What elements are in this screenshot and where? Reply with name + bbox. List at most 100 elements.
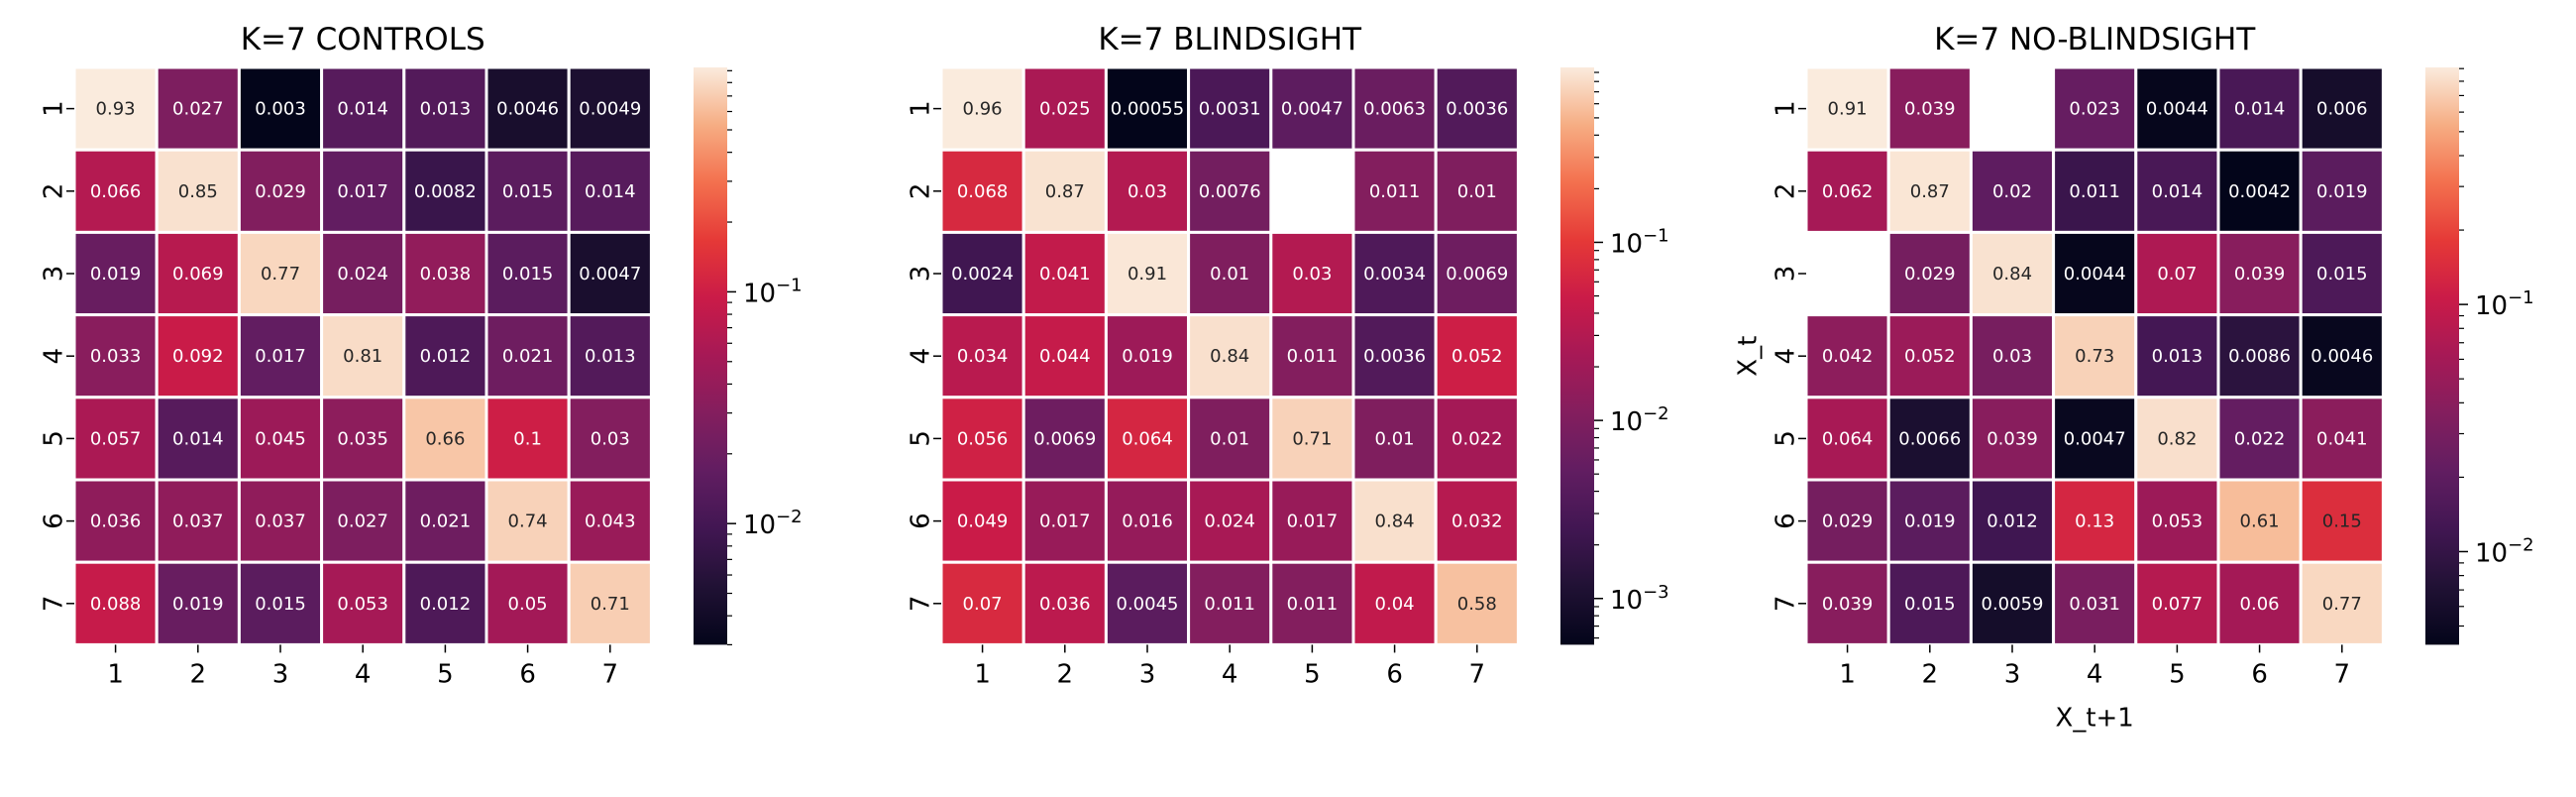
heatmap-cell — [155, 313, 241, 399]
cell-value-label: 0.013 — [420, 99, 472, 120]
heatmap-cell-empty — [1270, 150, 1353, 233]
cell-value-label: 0.73 — [2075, 346, 2114, 367]
heatmap-cell — [1021, 148, 1108, 234]
cell-value-label: 0.0047 — [579, 264, 641, 285]
colorbar-tick-label: 10−2 — [1610, 403, 1669, 437]
heatmap-cell — [484, 560, 571, 646]
heatmap-cell — [1187, 396, 1273, 482]
heatmap-cell — [1351, 230, 1438, 317]
y-tick-label: 4 — [40, 348, 69, 365]
y-tick-label: 3 — [907, 266, 936, 283]
cell-value-label: 0.011 — [2069, 181, 2120, 202]
heatmap-cell — [484, 65, 571, 152]
cell-value-label: 0.011 — [1369, 181, 1421, 202]
heatmap-panel-1: K=7 CONTROLS 0.93 0.027 0.003 0.014 0.013 0.00… — [40, 22, 803, 689]
heatmap-cell — [237, 230, 324, 317]
y-tick-label: 5 — [907, 430, 936, 447]
x-tick-label: 7 — [2334, 659, 2351, 689]
x-tick-label: 6 — [519, 659, 536, 689]
cell-value-label: 0.017 — [1287, 512, 1339, 532]
heatmap-cell — [1434, 478, 1520, 564]
colorbar-tick-label: 10−1 — [743, 275, 803, 308]
cell-value-label: 0.031 — [2069, 594, 2120, 615]
x-tick-label: 4 — [2087, 659, 2103, 689]
cell-value-label: 0.053 — [2152, 512, 2203, 532]
heatmap-cell — [1434, 560, 1520, 646]
cell-value-label: 0.014 — [2234, 99, 2286, 120]
cell-value-label: 0.024 — [1204, 512, 1255, 532]
cell-value-label: 0.043 — [585, 512, 636, 532]
heatmap-cell — [320, 560, 406, 646]
y-tick-label: 2 — [1771, 183, 1801, 200]
heatmap-cell — [1886, 65, 1973, 152]
x-tick-label: 6 — [1386, 659, 1403, 689]
heatmap-cell — [237, 396, 324, 482]
cell-value-label: 0.58 — [1457, 594, 1497, 615]
cell-value-label: 0.0082 — [414, 181, 477, 202]
cell-value-label: 0.01 — [1457, 181, 1497, 202]
cell-value-label: 0.038 — [420, 264, 472, 285]
heatmap-cell — [2299, 313, 2385, 399]
x-tick-label: 4 — [355, 659, 372, 689]
heatmap-cell — [1434, 65, 1520, 152]
y-tick-label: 5 — [1771, 430, 1801, 447]
heatmap-cell — [484, 313, 571, 399]
cell-value-label: 0.03 — [1992, 346, 2032, 367]
heatmap-cell — [2052, 560, 2138, 646]
cell-value-label: 0.027 — [337, 512, 388, 532]
heatmap-cell — [2052, 65, 2138, 152]
cell-value-label: 0.0031 — [1199, 99, 1261, 120]
heatmap-cell — [1269, 560, 1355, 646]
x-tick-label: 6 — [2251, 659, 2268, 689]
heatmap-cell — [2052, 313, 2138, 399]
cell-value-label: 0.71 — [1292, 428, 1332, 449]
cell-value-label: 0.0046 — [2310, 346, 2373, 367]
cell-value-label: 0.014 — [2152, 181, 2203, 202]
heatmap-cell — [1804, 313, 1890, 399]
x-tick-label: 2 — [190, 659, 207, 689]
y-tick-label: 5 — [40, 430, 69, 447]
heatmap-cell — [2134, 478, 2220, 564]
cell-value-label: 0.027 — [172, 99, 224, 120]
cell-value-label: 0.092 — [172, 346, 224, 367]
cell-value-label: 0.07 — [963, 594, 1003, 615]
heatmap-cell — [2216, 478, 2303, 564]
heatmap-cell — [2052, 478, 2138, 564]
heatmap-cell — [567, 148, 653, 234]
cell-value-label: 0.068 — [957, 181, 1009, 202]
colorbar-tick-label: 10−2 — [743, 507, 803, 540]
cell-value-label: 0.1 — [513, 428, 542, 449]
heatmap-cell — [2052, 396, 2138, 482]
cell-value-label: 0.01 — [1375, 428, 1415, 449]
x-tick-label: 3 — [272, 659, 289, 689]
heatmap-cell — [1104, 478, 1191, 564]
heatmap-cell — [1969, 478, 2056, 564]
heatmap-cell — [2299, 396, 2385, 482]
x-tick-label: 3 — [2004, 659, 2021, 689]
cell-value-label: 0.012 — [420, 346, 472, 367]
heatmap-cell — [939, 313, 1025, 399]
cell-value-label: 0.011 — [1287, 346, 1339, 367]
heatmap-cell — [155, 478, 241, 564]
cell-value-label: 0.0076 — [1199, 181, 1261, 202]
cell-value-label: 0.015 — [255, 594, 306, 615]
cell-value-label: 0.032 — [1451, 512, 1503, 532]
cell-value-label: 0.011 — [1204, 594, 1255, 615]
y-tick-label: 3 — [40, 266, 69, 283]
heatmap-cell — [1351, 65, 1438, 152]
cell-value-label: 0.0059 — [1982, 594, 2044, 615]
cell-value-label: 0.02 — [1992, 181, 2032, 202]
cell-value-label: 0.044 — [1039, 346, 1091, 367]
heatmap-cell — [1187, 478, 1273, 564]
x-tick-label: 2 — [1057, 659, 1074, 689]
cell-value-label: 0.021 — [502, 346, 554, 367]
y-tick-label: 4 — [907, 348, 936, 365]
heatmap-cell — [2134, 148, 2220, 234]
cell-value-label: 0.036 — [1039, 594, 1091, 615]
cell-value-label: 0.03 — [1127, 181, 1167, 202]
heatmap-cell — [1104, 148, 1191, 234]
heatmap-panel-2: K=7 BLINDSIGHT 0.96 0.025 0.00055 0.0031 0.00… — [907, 22, 1669, 689]
heatmap-cell — [484, 230, 571, 317]
